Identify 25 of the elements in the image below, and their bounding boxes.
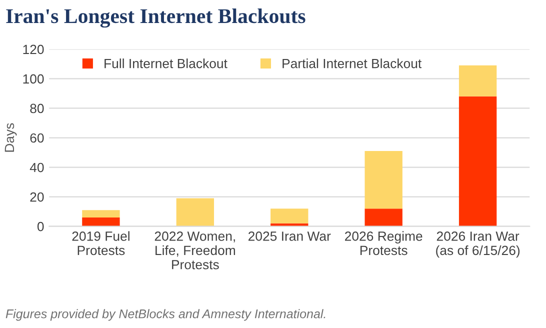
x-tick-label: 2025 Iran War <box>248 232 331 241</box>
y-tick-label: 60 <box>30 133 44 143</box>
y-tick-label: 0 <box>37 222 44 232</box>
y-tick-label: 120 <box>23 44 44 54</box>
bar <box>82 217 120 226</box>
bar <box>82 210 120 218</box>
bar <box>270 208 308 224</box>
legend-label: Full Internet Blackout <box>104 58 228 68</box>
y-tick-label: 40 <box>30 162 44 172</box>
y-tick-label: 20 <box>30 192 44 202</box>
x-tick-label: 2019 Fuel Protests <box>72 231 130 256</box>
x-tick-label: 2026 Iran War (as of 6/15/26) <box>436 232 520 258</box>
bar <box>176 198 214 226</box>
legend-label: Partial Internet Blackout <box>282 58 422 68</box>
y-tick-label: 100 <box>23 74 44 84</box>
x-tick-label: 2026 Regime Protests <box>345 231 422 256</box>
y-tick-label: 80 <box>30 104 44 114</box>
text: Figures provided by NetBlocks and Amnesty International. <box>6 309 326 321</box>
bar <box>364 208 402 226</box>
bar <box>458 65 497 96</box>
y-axis-title: Days <box>4 123 17 152</box>
chart-title: Iran's Longest Internet Blackouts <box>6 8 306 28</box>
bar <box>458 96 497 226</box>
x-tick-label: 2022 Women, Life, Freedom Protests <box>154 232 235 270</box>
bar <box>364 151 402 209</box>
